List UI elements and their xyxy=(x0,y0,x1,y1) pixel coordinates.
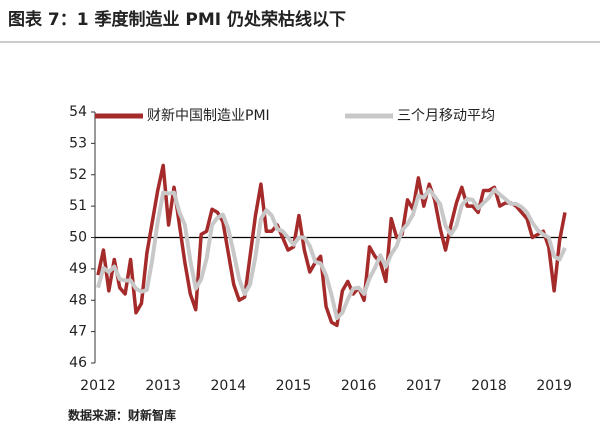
x-tick-label: 2018 xyxy=(471,378,507,394)
y-tick-label: 54 xyxy=(69,104,87,120)
y-tick-label: 47 xyxy=(69,324,87,340)
y-tick-label: 48 xyxy=(69,292,87,308)
series-line xyxy=(96,187,567,321)
y-tick-label: 51 xyxy=(69,198,87,214)
y-tick-label: 46 xyxy=(69,355,87,371)
y-tick-label: 53 xyxy=(69,135,87,151)
legend-label: 财新中国制造业PMI xyxy=(147,108,270,124)
x-tick-label: 2014 xyxy=(211,378,247,394)
x-tick-label: 2015 xyxy=(276,378,312,394)
chart-title: 图表 7：1 季度制造业 PMI 仍处荣枯线以下 xyxy=(8,9,346,30)
x-tick-label: 2017 xyxy=(406,378,442,394)
x-tick-label: 2013 xyxy=(145,378,181,394)
x-tick-label: 2016 xyxy=(341,378,377,394)
source-note: 数据来源：财新智库 xyxy=(68,408,176,423)
y-tick-label: 50 xyxy=(69,230,87,246)
y-tick-label: 52 xyxy=(69,167,87,183)
x-tick-label: 2012 xyxy=(80,378,116,394)
x-tick-label: 2019 xyxy=(536,378,572,394)
y-tick-label: 49 xyxy=(69,261,87,277)
legend-label: 三个月移动平均 xyxy=(397,108,495,124)
